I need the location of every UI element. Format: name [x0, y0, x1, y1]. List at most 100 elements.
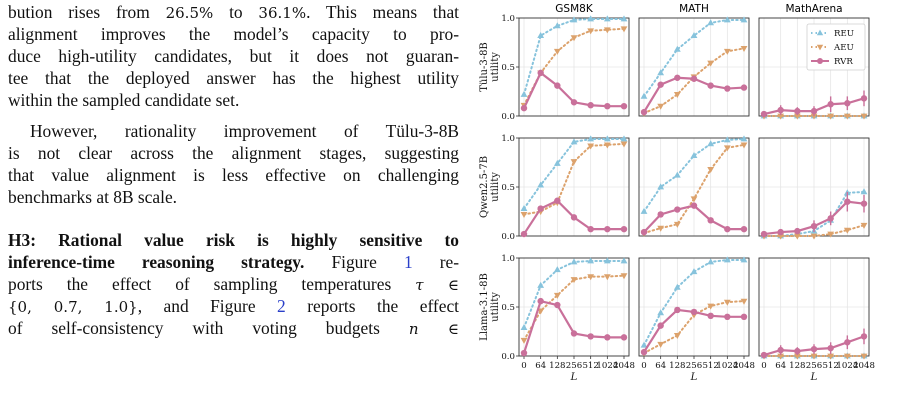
point-rvr: [604, 103, 611, 110]
point-reu: [740, 16, 748, 23]
point-rvr: [537, 205, 544, 212]
legend-marker-rvr: [817, 58, 823, 64]
point-reu: [690, 32, 698, 39]
point-rvr: [570, 99, 578, 106]
y-axis-label: Qwen2.5-7Butility: [479, 156, 501, 218]
text-line-11: inference-time reasoning strategy. Figur…: [8, 252, 459, 272]
point-rvr: [640, 228, 648, 236]
figure-2-link[interactable]: 2: [277, 296, 286, 316]
text-line-10: H3: Rational value risk is highly sensit…: [8, 230, 459, 251]
point-rvr: [570, 330, 578, 337]
point-aeu: [587, 274, 595, 281]
legend-label-reu: REU: [834, 29, 854, 39]
point-reu: [537, 181, 545, 188]
text-line-3: duce high-utility candidates, but it doe…: [8, 46, 459, 66]
panel-0-2: REU AEU RVR: [758, 17, 870, 120]
point-reu: [620, 135, 628, 142]
point-aeu: [843, 353, 851, 360]
point-reu: [553, 22, 561, 29]
point-aeu: [587, 28, 595, 35]
point-aeu: [570, 159, 578, 166]
x-tick-label: 2048: [613, 361, 635, 371]
legend-marker-reu: [816, 29, 824, 36]
point-aeu: [827, 113, 835, 120]
text-line-7: is not clear across the alignment stages…: [8, 143, 459, 163]
y-tick-label: 1.0: [501, 254, 515, 264]
chart-svg: GSM8K MATH MathArena0.00.51.0Tülu-3-8Butil…: [479, 3, 875, 383]
point-aeu: [690, 196, 698, 203]
point-aeu: [793, 113, 801, 120]
point-rvr: [707, 312, 714, 320]
point-rvr: [860, 200, 868, 207]
point-rvr: [794, 227, 801, 235]
point-aeu: [553, 292, 561, 299]
y-tick-label: 1.0: [501, 14, 515, 24]
text-line-13: {0, 0.7, 1.0}, and Figure 2 reports the …: [8, 296, 459, 316]
point-reu: [690, 268, 698, 275]
point-reu: [690, 152, 698, 159]
column-title-math: MATH: [679, 3, 709, 15]
x-tick-label: 512: [702, 361, 718, 371]
x-tick-label: 0: [641, 361, 646, 371]
y-tick-label: 0.5: [501, 63, 515, 73]
x-tick-label: 256: [686, 361, 702, 371]
text-line-14: of self-consistency with voting budgets …: [8, 318, 459, 338]
panel-frame: [638, 17, 750, 117]
point-aeu: [707, 303, 715, 310]
point-aeu: [843, 227, 851, 234]
point-aeu: [860, 113, 868, 120]
point-rvr: [570, 214, 578, 221]
point-aeu: [843, 113, 851, 120]
y-axis-label-model: Qwen2.5-7B: [479, 156, 490, 218]
panel-1-1: [638, 135, 750, 237]
text-line-12: ports the effect of sampling temperature…: [8, 274, 460, 294]
x-tick-label: 64: [775, 361, 786, 371]
text-line-5: within the sampled candidate set.: [8, 90, 240, 110]
point-reu: [587, 135, 595, 142]
x-axis-label: L: [810, 372, 818, 383]
y-tick-label: 0.0: [501, 112, 515, 122]
text-line-4: tee that the deployed answer has the hig…: [8, 68, 459, 88]
point-rvr: [587, 102, 594, 109]
point-reu: [520, 204, 528, 211]
figure-1-link[interactable]: 1: [403, 252, 413, 272]
x-tick-label: 512: [582, 361, 598, 371]
point-rvr: [604, 334, 611, 341]
hypothesis-heading-end: inference-time reasoning strategy.: [8, 252, 305, 272]
point-rvr: [827, 344, 834, 352]
point-rvr: [554, 197, 561, 204]
point-rvr: [690, 308, 698, 316]
panel-0-0: 0.0 0.5 1.0 Tülu-3-8Butility: [479, 14, 630, 122]
point-rvr: [827, 101, 834, 108]
x-tick-label: 1024: [836, 361, 858, 371]
point-reu: [570, 258, 578, 265]
point-reu: [657, 309, 665, 316]
legend: REU AEU RVR: [806, 23, 866, 71]
x-axis-label: L: [690, 372, 698, 383]
point-aeu: [587, 143, 595, 150]
text-line-1: bution rises from 26.5% to 36.1%. This m…: [8, 2, 459, 22]
point-aeu: [520, 212, 528, 219]
point-rvr: [707, 82, 714, 89]
point-reu: [553, 266, 561, 273]
point-reu: [537, 32, 545, 39]
point-reu: [707, 19, 715, 26]
point-aeu: [570, 35, 578, 42]
x-tick-label: 64: [535, 361, 546, 371]
point-reu: [657, 69, 665, 76]
point-rvr: [640, 108, 648, 116]
point-rvr: [554, 82, 561, 89]
point-rvr: [520, 349, 528, 357]
point-rvr: [674, 74, 681, 81]
legend-marker-aeu: [816, 44, 824, 51]
point-reu: [707, 258, 715, 265]
legend-label-rvr: RVR: [834, 57, 853, 67]
point-reu: [723, 16, 731, 23]
point-reu: [860, 188, 868, 195]
point-aeu: [707, 166, 715, 173]
point-rvr: [707, 217, 714, 224]
point-aeu: [777, 233, 785, 240]
point-reu: [553, 159, 561, 166]
point-rvr: [587, 225, 594, 233]
